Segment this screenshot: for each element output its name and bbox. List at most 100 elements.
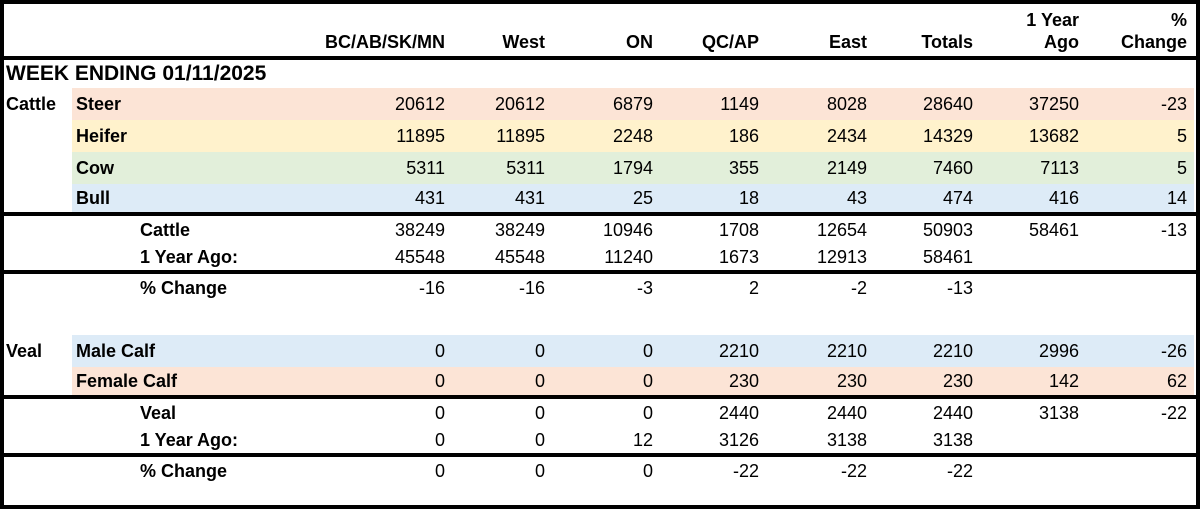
cell-value: 2210 bbox=[874, 335, 980, 367]
cell-value: 3138 bbox=[826, 430, 867, 450]
cell-value: 0 bbox=[300, 367, 452, 395]
cell-value: 2210 bbox=[660, 335, 766, 367]
row-group-label bbox=[4, 245, 72, 270]
cell-value: 1708 bbox=[718, 220, 759, 240]
row-group-label bbox=[4, 274, 72, 303]
row-group-label bbox=[4, 367, 72, 395]
cell-value: 0 bbox=[452, 367, 552, 395]
cell-value: 7113 bbox=[980, 152, 1086, 184]
cell-value: 14 bbox=[1086, 184, 1194, 212]
cell-value bbox=[980, 245, 1086, 270]
table-row: Heifer 11895 11895 2248 186 2434 14329 13682 5 bbox=[4, 120, 1196, 152]
header-row: BC/AB/SK/MN West ON QC/AP East Totals 1 Year Ag… bbox=[4, 4, 1196, 60]
cell-value: 6879 bbox=[552, 88, 660, 120]
cell-value: 2 bbox=[748, 278, 759, 298]
cell-value: 1149 bbox=[660, 88, 766, 120]
cell-value: 2996 bbox=[980, 335, 1086, 367]
row-label: Steer bbox=[72, 88, 300, 120]
cell-value: 230 bbox=[660, 367, 766, 395]
row-label: Veal bbox=[140, 403, 177, 423]
cell-value: 28640 bbox=[874, 88, 980, 120]
column-header: West bbox=[502, 32, 545, 52]
cell-value: 0 bbox=[434, 430, 445, 450]
cell-value: 2248 bbox=[552, 120, 660, 152]
cell-value: -13 bbox=[946, 278, 973, 298]
cell-value bbox=[1086, 457, 1194, 486]
table-row: Female Calf 0 0 0 230 230 230 142 62 bbox=[4, 367, 1196, 399]
column-header: % Change bbox=[1120, 10, 1187, 52]
row-group-label bbox=[4, 399, 72, 428]
row-group-label bbox=[4, 457, 72, 486]
cell-value: 38249 bbox=[394, 220, 445, 240]
cell-value: -13 bbox=[1160, 220, 1187, 240]
cell-value bbox=[1086, 245, 1194, 270]
cell-value: 0 bbox=[300, 335, 452, 367]
cell-value: 230 bbox=[766, 367, 874, 395]
row-label: 1 Year Ago: bbox=[140, 247, 239, 267]
cell-value: 11240 bbox=[604, 247, 653, 267]
cell-value: 3138 bbox=[1038, 403, 1079, 423]
cell-value: 355 bbox=[660, 152, 766, 184]
cell-value: 12654 bbox=[816, 220, 867, 240]
row-group-label bbox=[4, 152, 72, 184]
table-body: WEEK ENDING 01/11/2025 Cattle Steer 20612 20… bbox=[4, 60, 1196, 486]
row-group-label bbox=[4, 184, 72, 212]
cell-value: 416 bbox=[980, 184, 1086, 212]
cell-value: 3138 bbox=[932, 430, 973, 450]
cell-value: 5 bbox=[1086, 152, 1194, 184]
cell-value: -23 bbox=[1086, 88, 1194, 120]
cell-value: 20612 bbox=[452, 88, 552, 120]
spacer-row bbox=[4, 303, 1196, 335]
cell-value: -16 bbox=[518, 278, 545, 298]
table-row: 1 Year Ago: 45548 45548 11240 1673 12913 58461 bbox=[4, 245, 1196, 274]
cell-value bbox=[1086, 428, 1194, 453]
cell-value: -22 bbox=[732, 461, 759, 481]
table-row: 1 Year Ago: 0 0 12 3126 3138 3138 bbox=[4, 428, 1196, 457]
cell-value: 58461 bbox=[1028, 220, 1079, 240]
cell-value: 8028 bbox=[766, 88, 874, 120]
cell-value: 18 bbox=[660, 184, 766, 212]
cell-value: 2149 bbox=[766, 152, 874, 184]
cell-value: 431 bbox=[452, 184, 552, 212]
cell-value: 5311 bbox=[300, 152, 452, 184]
table-row: Cattle Steer 20612 20612 6879 1149 8028 28640 37… bbox=[4, 88, 1196, 120]
cell-value: -3 bbox=[636, 278, 653, 298]
cell-value: 474 bbox=[874, 184, 980, 212]
cell-value bbox=[980, 457, 1086, 486]
table-row: Veal Male Calf 0 0 0 2210 2210 2210 2996 -26 bbox=[4, 335, 1196, 367]
cell-value: 0 bbox=[534, 403, 545, 423]
column-header: ON bbox=[626, 32, 653, 52]
cell-value: 0 bbox=[452, 335, 552, 367]
row-label: Cow bbox=[72, 152, 300, 184]
cell-value: 2210 bbox=[766, 335, 874, 367]
column-header: 1 Year Ago bbox=[1026, 10, 1079, 52]
cell-value: 0 bbox=[434, 461, 445, 481]
cell-value: -26 bbox=[1086, 335, 1194, 367]
row-group-label bbox=[4, 428, 72, 453]
cell-value: 230 bbox=[874, 367, 980, 395]
cell-value: 5 bbox=[1086, 120, 1194, 152]
cell-value bbox=[1086, 274, 1194, 303]
cell-value: 142 bbox=[980, 367, 1086, 395]
row-label: Male Calf bbox=[72, 335, 300, 367]
row-label: Heifer bbox=[72, 120, 300, 152]
cell-value: -2 bbox=[850, 278, 867, 298]
cell-value: -22 bbox=[840, 461, 867, 481]
week-ending-title: WEEK ENDING 01/11/2025 bbox=[6, 62, 267, 85]
cell-value: 45548 bbox=[394, 247, 445, 267]
table-row: % Change 0 0 0 -22 -22 -22 bbox=[4, 457, 1196, 486]
table-row: Cattle 38249 38249 10946 1708 12654 50903 58461… bbox=[4, 216, 1196, 245]
row-label: 1 Year Ago: bbox=[140, 430, 239, 450]
cell-value: -16 bbox=[418, 278, 445, 298]
column-header: QC/AP bbox=[701, 32, 759, 52]
cell-value: 0 bbox=[552, 335, 660, 367]
cell-value: 62 bbox=[1086, 367, 1194, 395]
cell-value: 0 bbox=[434, 403, 445, 423]
column-header: BC/AB/SK/MN bbox=[325, 32, 445, 52]
cell-value: 58461 bbox=[922, 247, 973, 267]
row-group-label bbox=[4, 120, 72, 152]
cell-value: 0 bbox=[552, 367, 660, 395]
cell-value: 2440 bbox=[718, 403, 759, 423]
cell-value: 431 bbox=[300, 184, 452, 212]
cell-value: 0 bbox=[534, 461, 545, 481]
